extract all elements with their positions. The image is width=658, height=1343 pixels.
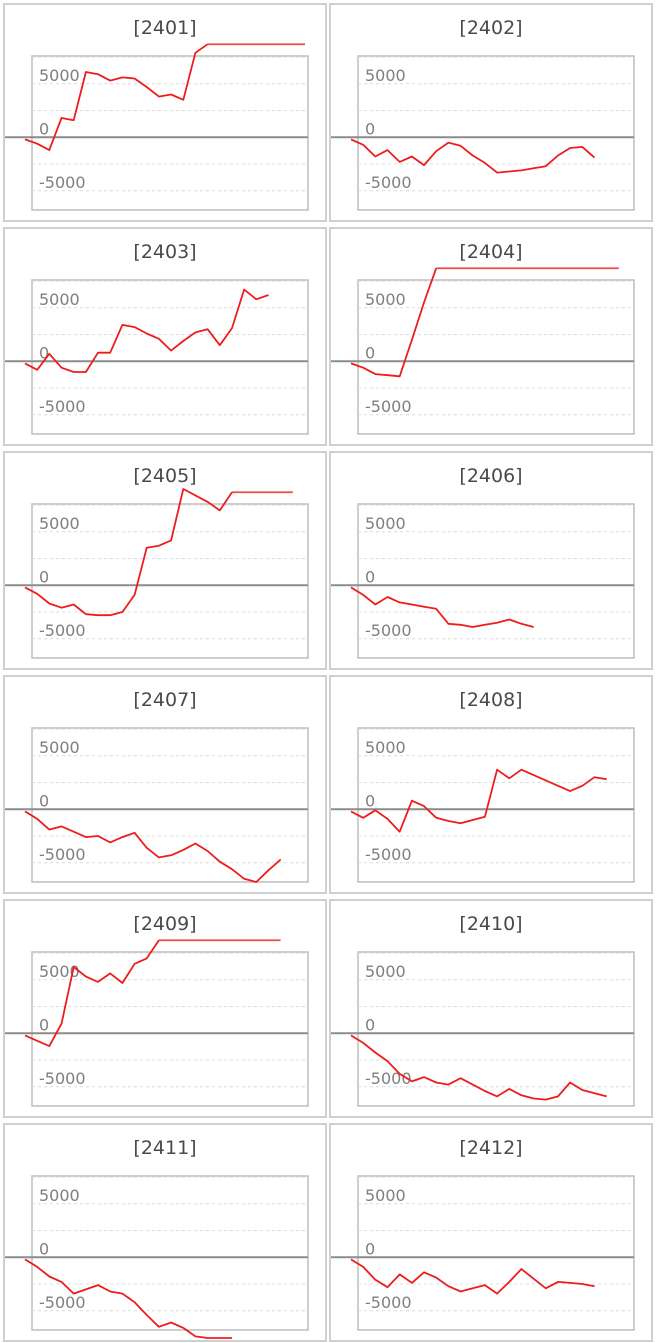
plot-area [31, 503, 309, 659]
y-tick-label: 5000 [39, 738, 80, 757]
chart-grid: [2401] 5000 0 -5000 [2402] 5000 0 -5000 [240… [3, 3, 655, 1342]
line-chart: 5000 0 -5000 [331, 267, 635, 435]
series-line [24, 1258, 232, 1339]
plot-area [357, 727, 635, 883]
y-tick-label: -5000 [365, 1293, 412, 1312]
chart-panel-2407: [2407] 5000 0 -5000 [3, 675, 327, 894]
series-line [350, 1258, 595, 1295]
line-chart: 5000 0 -5000 [331, 727, 635, 883]
chart-title: [2409] [133, 913, 197, 935]
chart-panel-2409: [2409] 5000 0 -5000 [3, 899, 327, 1118]
chart-title: [2404] [459, 241, 523, 263]
series-line [24, 939, 160, 1048]
series-line [350, 138, 596, 174]
y-tick-label: -5000 [39, 845, 86, 864]
chart-title: [2405] [133, 465, 197, 487]
line-chart: 5000 0 -5000 [5, 43, 309, 211]
y-tick-label: 0 [365, 119, 375, 138]
chart-title: [2403] [133, 241, 197, 263]
y-tick-label: 0 [365, 1015, 375, 1034]
plot-area [31, 279, 309, 435]
plot-area [357, 279, 635, 435]
y-tick-label: 0 [365, 567, 375, 586]
plot-area [31, 951, 309, 1107]
line-chart: 5000 0 -5000 [5, 1175, 309, 1339]
y-tick-label: -5000 [365, 621, 412, 640]
series-line [24, 810, 282, 883]
plot-area [357, 503, 635, 659]
line-chart: 5000 0 -5000 [5, 488, 309, 659]
plot-area [31, 1175, 309, 1331]
series-line [350, 768, 607, 833]
series-line [24, 43, 209, 152]
chart-panel-2410: [2410] 5000 0 -5000 [329, 899, 653, 1118]
chart-title: [2411] [133, 1137, 197, 1159]
y-tick-label: -5000 [39, 1293, 86, 1312]
y-tick-label: -5000 [39, 1069, 86, 1088]
chart-panel-2408: [2408] 5000 0 -5000 [329, 675, 653, 894]
plot-area [357, 55, 635, 211]
y-tick-label: 5000 [39, 514, 80, 533]
y-tick-label: 5000 [365, 738, 406, 757]
y-tick-label: 5000 [39, 290, 80, 309]
line-chart: 5000 0 -5000 [5, 727, 309, 883]
y-tick-label: 5000 [365, 66, 406, 85]
y-tick-label: 0 [365, 1239, 375, 1258]
y-tick-label: 0 [39, 119, 49, 138]
y-tick-label: 5000 [39, 66, 80, 85]
y-tick-label: 0 [365, 791, 375, 810]
y-tick-label: -5000 [39, 173, 86, 192]
chart-title: [2407] [133, 689, 197, 711]
series-line [24, 288, 269, 373]
series-line [350, 586, 534, 628]
line-chart: 5000 0 -5000 [331, 55, 635, 211]
chart-title: [2408] [459, 689, 523, 711]
line-chart: 5000 0 -5000 [331, 503, 635, 659]
y-tick-label: -5000 [365, 845, 412, 864]
y-tick-label: -5000 [365, 397, 412, 416]
chart-title: [2410] [459, 913, 523, 935]
chart-panel-2411: [2411] 5000 0 -5000 [3, 1123, 327, 1342]
chart-panel-2402: [2402] 5000 0 -5000 [329, 3, 653, 222]
plot-area [31, 55, 309, 211]
line-chart: 5000 0 -5000 [5, 939, 309, 1107]
chart-panel-2412: [2412] 5000 0 -5000 [329, 1123, 653, 1342]
chart-panel-2404: [2404] 5000 0 -5000 [329, 227, 653, 446]
chart-panel-2401: [2401] 5000 0 -5000 [3, 3, 327, 222]
plot-area [357, 1175, 635, 1331]
y-tick-label: 5000 [39, 962, 80, 981]
chart-panel-2403: [2403] 5000 0 -5000 [3, 227, 327, 446]
chart-title: [2406] [459, 465, 523, 487]
y-tick-label: 0 [39, 567, 49, 586]
y-tick-label: 0 [39, 1015, 49, 1034]
y-tick-label: 5000 [365, 514, 406, 533]
y-tick-label: 5000 [365, 1186, 406, 1205]
chart-panel-2405: [2405] 5000 0 -5000 [3, 451, 327, 670]
y-tick-label: 0 [39, 791, 49, 810]
y-tick-label: 0 [39, 1239, 49, 1258]
line-chart: 5000 0 -5000 [5, 279, 309, 435]
y-tick-label: 5000 [365, 290, 406, 309]
y-tick-label: -5000 [39, 397, 86, 416]
line-chart: 5000 0 -5000 [331, 1175, 635, 1331]
series-line [350, 1034, 607, 1101]
line-chart: 5000 0 -5000 [331, 951, 635, 1107]
chart-title: [2412] [459, 1137, 523, 1159]
chart-panel-2406: [2406] 5000 0 -5000 [329, 451, 653, 670]
chart-title: [2401] [133, 17, 197, 39]
y-tick-label: -5000 [365, 173, 412, 192]
y-tick-label: 5000 [39, 1186, 80, 1205]
chart-title: [2402] [459, 17, 523, 39]
series-line [24, 488, 233, 617]
y-tick-label: 0 [365, 343, 375, 362]
y-tick-label: -5000 [365, 1069, 412, 1088]
y-tick-label: -5000 [39, 621, 86, 640]
plot-area [357, 951, 635, 1107]
y-tick-label: 0 [39, 343, 49, 362]
series-line [350, 267, 438, 378]
y-tick-label: 5000 [365, 962, 406, 981]
